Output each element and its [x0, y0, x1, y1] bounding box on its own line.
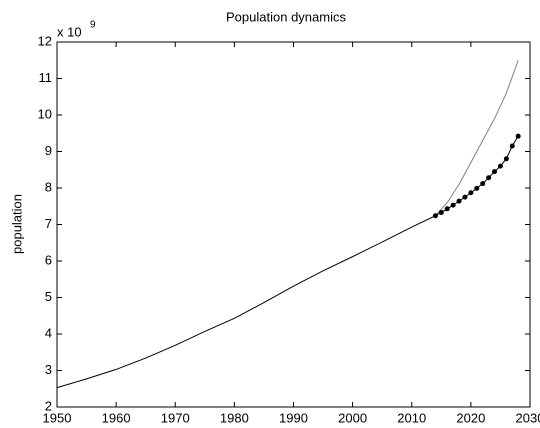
y-tick-label: 6 [45, 252, 52, 267]
y-tick-label: 10 [38, 106, 52, 121]
y-multiplier-base: x 10 [57, 24, 82, 39]
x-tick-label: 1980 [220, 410, 249, 425]
data-point [509, 143, 515, 149]
data-point [468, 190, 474, 196]
y-tick-label: 11 [39, 70, 53, 85]
x-tick-label: 1950 [43, 410, 72, 425]
data-point [438, 209, 444, 215]
series-line [435, 60, 519, 217]
x-tick-label: 2030 [516, 410, 540, 425]
data-point [492, 169, 498, 175]
data-point [444, 206, 450, 212]
y-tick-label: 7 [45, 216, 52, 231]
series-line [56, 215, 436, 389]
x-tick-label: 1990 [279, 410, 308, 425]
x-tick-label: 2020 [456, 410, 485, 425]
y-tick-label: 2 [45, 398, 52, 413]
y-multiplier-exponent: 9 [90, 20, 96, 31]
x-tick-label: 1970 [161, 410, 190, 425]
data-point [515, 133, 521, 139]
data-point [486, 175, 492, 181]
data-point [450, 202, 456, 208]
y-axis-label: population [9, 194, 24, 254]
x-tick-label: 2000 [338, 410, 367, 425]
chart-title: Population dynamics [226, 9, 346, 24]
y-tick-label: 12 [38, 33, 52, 48]
data-point [462, 194, 468, 200]
data-point [497, 163, 503, 169]
data-point [432, 213, 438, 219]
y-tick-label: 4 [45, 325, 52, 340]
y-tick-label: 3 [45, 362, 52, 377]
x-tick-label: 2010 [397, 410, 426, 425]
data-point [480, 181, 486, 187]
y-tick-label: 5 [45, 289, 52, 304]
data-point [456, 198, 462, 204]
x-tick-label: 1960 [102, 410, 131, 425]
y-tick-label: 9 [45, 143, 52, 158]
data-point [474, 185, 480, 191]
data-point [503, 156, 509, 162]
y-tick-label: 8 [45, 179, 52, 194]
